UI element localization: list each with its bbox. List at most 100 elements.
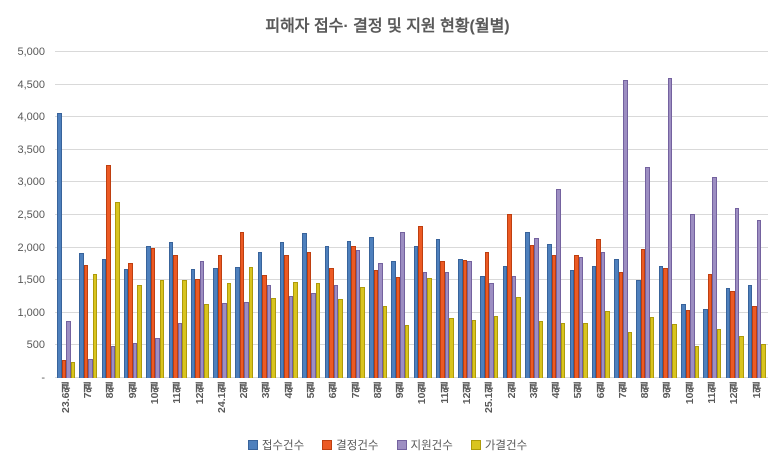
bar-approval: [605, 311, 610, 378]
x-axis-slot: 11월: [701, 380, 723, 435]
bar-group: [478, 52, 500, 378]
bar-decision: [618, 272, 624, 378]
bar-support: [177, 323, 183, 378]
bar-group: [567, 52, 589, 378]
bar-reception: [569, 270, 575, 378]
bar-approval: [182, 280, 187, 378]
y-axis-tick-label: 2,000: [17, 241, 45, 254]
x-axis-slot: 12월: [189, 380, 211, 435]
y-axis-tick-label: 5,000: [17, 46, 45, 58]
x-axis-slot: 9월: [657, 380, 679, 435]
legend: 접수건수 결정건수 지원건수 가결건수: [0, 437, 775, 453]
x-axis-label: 9월: [394, 382, 407, 399]
bar-support: [712, 177, 717, 378]
x-axis-slot: 5월: [300, 380, 322, 435]
bar-reception: [79, 253, 84, 378]
bar-reception: [703, 309, 708, 378]
bar-support: [400, 232, 405, 378]
x-axis-label: 11월: [171, 382, 184, 404]
gridline: [55, 83, 768, 85]
bar-decision: [106, 165, 111, 378]
bar-reception: [614, 259, 619, 378]
legend-swatch-reception: [247, 440, 258, 450]
bar-approval: [538, 321, 544, 378]
x-axis-slot: 6월: [322, 380, 344, 435]
bar-decision: [462, 260, 468, 378]
x-axis-slot: 2월: [233, 380, 255, 435]
bar-reception: [636, 280, 641, 378]
bar-support: [600, 252, 606, 378]
x-axis-slot: 24.1월: [211, 380, 233, 435]
bar-approval: [315, 283, 321, 378]
bar-group: [189, 52, 211, 378]
bar-reception: [279, 242, 285, 378]
bar-reception: [213, 268, 218, 378]
bar-group: [701, 52, 723, 378]
x-axis-label: 8월: [639, 382, 652, 399]
x-axis-label: 9월: [661, 382, 674, 399]
x-axis-label: 8월: [371, 382, 384, 399]
bar-group: [55, 52, 77, 378]
bar-approval: [159, 280, 165, 378]
bar-group: [144, 52, 166, 378]
bar-approval: [493, 316, 499, 378]
bar-support: [690, 214, 695, 378]
bar-support: [222, 303, 227, 378]
bar-group: [679, 52, 701, 378]
bar-support: [444, 272, 450, 378]
bar-groups: [55, 52, 768, 378]
x-axis-label: 10월: [149, 382, 162, 405]
y-axis-tick-label: 4,500: [17, 78, 45, 91]
y-axis-tick-label: 3,500: [17, 143, 45, 156]
legend-swatch-support: [396, 440, 407, 450]
bar-reception: [101, 259, 107, 378]
x-axis-label: 10월: [683, 382, 696, 405]
gridline: [55, 311, 768, 313]
bar-decision: [284, 255, 289, 378]
bar-group: [233, 52, 255, 378]
bar-support: [311, 293, 316, 378]
legend-item-approval: 가결건수: [470, 437, 528, 453]
bar-group: [746, 52, 768, 378]
legend-item-reception: 접수건수: [247, 437, 305, 453]
bar-group: [389, 52, 411, 378]
bar-group: [657, 52, 679, 378]
bar-group: [122, 52, 144, 378]
plot-area: [55, 51, 768, 378]
bar-approval: [70, 362, 76, 378]
x-axis-slot: 23.6월: [55, 380, 77, 435]
legend-label: 가결건수: [484, 440, 528, 452]
bar-decision: [351, 246, 356, 378]
bar-decision: [217, 255, 223, 378]
bar-group: [256, 52, 278, 378]
bar-approval: [516, 297, 521, 378]
x-axis-label: 5월: [304, 382, 317, 399]
gridline: [55, 51, 768, 52]
x-axis-label: 4월: [550, 382, 563, 399]
x-axis-slot: 11월: [166, 380, 188, 435]
bar-group: [100, 52, 122, 378]
bar-support: [88, 359, 93, 378]
bar-support: [288, 296, 294, 378]
x-axis-label: 6월: [327, 382, 340, 399]
bar-approval: [360, 287, 365, 378]
y-axis-tick-label: 1,500: [17, 274, 45, 287]
bar-decision: [484, 252, 490, 378]
bar-group: [434, 52, 456, 378]
legend-label: 접수건수: [261, 440, 305, 452]
bar-approval: [560, 323, 566, 378]
x-axis-slot: 4월: [545, 380, 567, 435]
bar-group: [367, 52, 389, 378]
x-axis-label: 2월: [505, 382, 518, 399]
x-axis-slot: 4월: [278, 380, 300, 435]
x-axis-label: 23.6월: [59, 382, 72, 413]
bar-decision: [239, 232, 245, 378]
x-axis-slot: 1월: [746, 380, 768, 435]
x-axis-label: 5월: [572, 382, 585, 399]
x-axis-label: 7월: [616, 382, 629, 399]
legend-item-support: 지원건수: [396, 437, 453, 453]
x-axis-label: 25.1월: [483, 382, 496, 413]
x-axis-slot: 8월: [367, 380, 389, 435]
gridline: [55, 279, 768, 281]
bar-decision: [306, 252, 312, 378]
